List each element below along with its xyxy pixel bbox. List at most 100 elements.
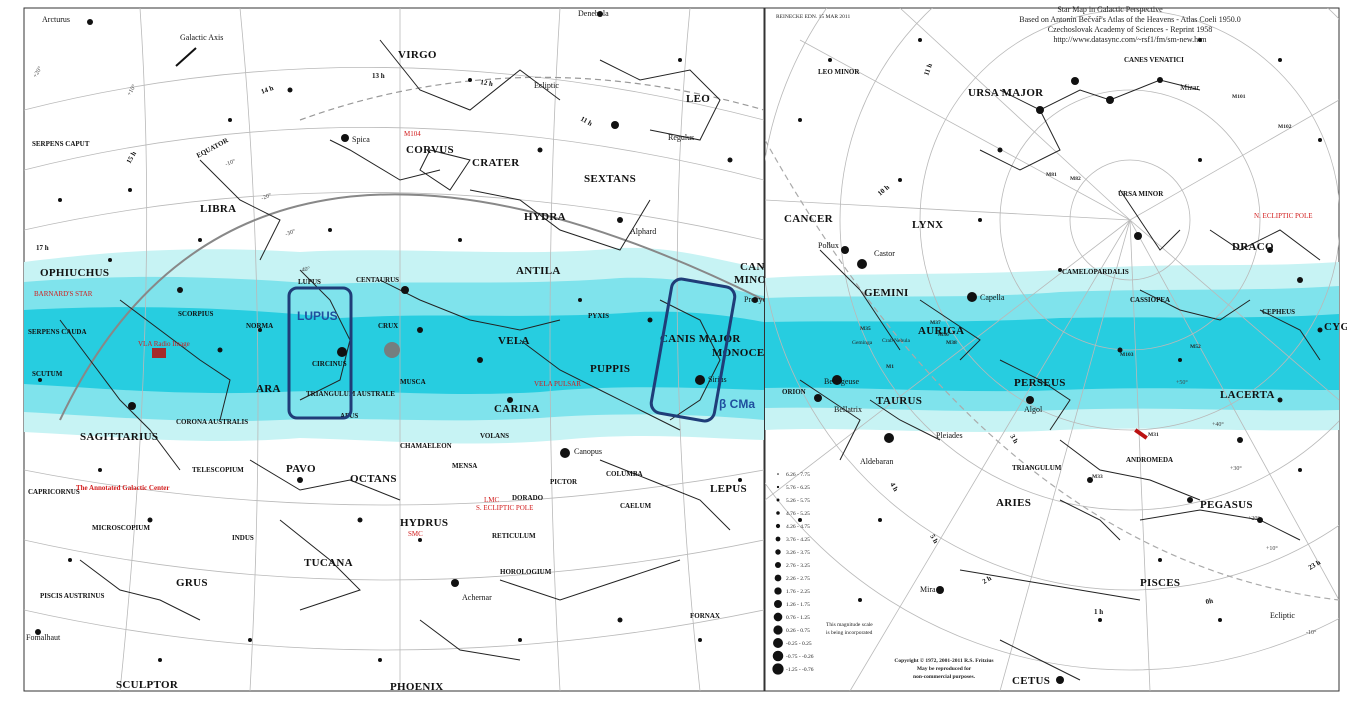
hour-3h-right: 3 h [1008, 433, 1020, 445]
hour-5h-right: 5 h [928, 533, 940, 545]
messier-m37: M37 [930, 320, 941, 326]
vela-pulsar-label: VELA PULSAR [534, 380, 581, 388]
label-cassiopea: CASSIOPEA [1130, 296, 1170, 304]
star-algol: Algol [1024, 405, 1043, 414]
magnitude-dot [774, 561, 782, 569]
star-fomalhaut: Fomalhaut [26, 633, 61, 642]
label-ursa-minor: URSA MINOR [1118, 190, 1164, 198]
lupus-highlight-box [287, 286, 353, 420]
magnitude-dot [773, 638, 783, 648]
annotations: LUPUS β CMa [287, 277, 755, 423]
messier-m103: M103 [1120, 352, 1134, 358]
label-capricornus: CAPRICORNUS [28, 488, 80, 496]
milky-way-core-right [765, 314, 1339, 392]
label-serpens-caput: SERPENS CAPUT [32, 140, 90, 148]
star-arcturus: Arcturus [42, 15, 70, 24]
messier-m52: M52 [1190, 344, 1201, 350]
label-taurus: TAURUS [876, 395, 922, 407]
coalsack-marker [384, 342, 400, 358]
left-constellation-lines [59, 39, 731, 661]
label-fornax: FORNAX [690, 612, 720, 620]
dec-minus10-right: -10° [1306, 629, 1317, 636]
canis-major-highlight-label: β CMa [719, 397, 755, 411]
left-map-panel: VIRGO CORVUS CRATER SEXTANS LEO HYDRA LI… [23, 7, 788, 693]
south-ecliptic-pole-label: S. ECLIPTIC POLE [476, 504, 533, 512]
messier-m31: M31 [1148, 432, 1159, 438]
label-sagittarius: SAGITTARIUS [80, 431, 158, 443]
magnitude-dot [774, 600, 782, 608]
hour-2h-right: 2 h [981, 574, 993, 586]
star-spica: Spica [352, 135, 370, 144]
right-notes: Ecliptic N. ECLIPTIC POLE This magnitude… [826, 212, 1313, 680]
label-scutum: SCUTUM [32, 370, 63, 378]
star-betelgeuse: Betelgeuse [824, 377, 860, 386]
magnitude-range-label: 2.76 - 3.25 [786, 563, 810, 569]
magnitude-range-label: 3.76 - 4.25 [786, 537, 810, 543]
canis-major-highlight-box [649, 277, 737, 423]
label-sculptor: SCULPTOR [116, 679, 179, 691]
label-piscis-austrinus: PISCIS AUSTRINUS [40, 592, 104, 600]
ecliptic-line [299, 76, 764, 121]
messier-m36: M36 [938, 332, 949, 338]
label-puppis: PUPPIS [590, 363, 630, 375]
label-norma: NORMA [246, 322, 273, 330]
m31-marker [1134, 428, 1148, 440]
hour-1h-right: 1 h [1094, 608, 1103, 616]
label-perseus: PERSEUS [1014, 377, 1066, 389]
label-pegasus: PEGASUS [1200, 499, 1253, 511]
label-serpens-cauda: SERPENS CAUDA [28, 328, 87, 336]
magnitude-range-label: 2.26 - 2.75 [786, 576, 810, 582]
star-crab-nebula: Crab Nebula [882, 338, 911, 344]
header-line-4: http://www.datasync.com/~rsf1/fm/sm-new.… [1053, 35, 1207, 44]
messier-m35: M35 [860, 326, 871, 332]
label-columba: COLUMBA [606, 470, 643, 478]
label-lacerta: LACERTA [1220, 389, 1275, 401]
label-chamaeleon: CHAMAELEON [400, 442, 452, 450]
label-ophiuchus: OPHIUCHUS [40, 267, 109, 279]
label-pictor: PICTOR [550, 478, 578, 486]
hour-11h-right: 11 h [922, 62, 934, 76]
label-scorpius: SCORPIUS [178, 310, 214, 318]
magnitude-dot [775, 536, 781, 542]
star-castor: Castor [874, 249, 895, 258]
magnitude-range-label: 4.76 - 5.25 [786, 511, 810, 517]
right-map-panel: REINECKE EDN. 15 MAR 2011 Star Map in Ga… [764, 5, 1347, 692]
ecliptic-label-left: Ecliptic [534, 81, 559, 90]
magnitude-range-label: -0.75 - -0.26 [786, 654, 814, 660]
label-pisces: PISCES [1140, 577, 1180, 589]
magnitude-range-label: 6.26 - 7.75 [786, 472, 810, 478]
hour-0h-right: 0h [1205, 597, 1214, 606]
dec-minus40: -40° [299, 265, 311, 274]
label-reticulum: RETICULUM [492, 532, 536, 540]
dec-plus20-right: +20° [1248, 515, 1260, 522]
galactic-axis-arrow [175, 47, 197, 67]
magnitude-dot [773, 612, 783, 622]
hour-13h: 13 h [372, 72, 385, 80]
magnitude-range-label: 5.26 - 5.75 [786, 498, 810, 504]
right-constellation-lines [799, 79, 1321, 681]
magnitude-dot [775, 523, 781, 529]
label-canes-venatici: CANES VENATICI [1124, 56, 1184, 64]
label-ursa-major: URSA MAJOR [968, 87, 1044, 99]
header-line-1: Star Map in Galactic Perspective [1057, 5, 1163, 14]
ecliptic-label-right: Ecliptic [1270, 611, 1295, 620]
label-crux: CRUX [378, 322, 398, 330]
star-denebola: Denebola [578, 9, 609, 18]
label-virgo: VIRGO [398, 49, 437, 61]
label-pavo: PAVO [286, 463, 316, 475]
map-header: REINECKE EDN. 15 MAR 2011 Star Map in Ga… [776, 5, 1241, 44]
right-coordinate-grid [765, 8, 1339, 691]
right-constellation-labels: CANES VENATICI LEO MINOR URSA MAJOR URSA… [782, 56, 1347, 687]
label-carina: CARINA [494, 403, 540, 415]
star-capella: Capella [980, 293, 1005, 302]
magnitude-dot [775, 549, 781, 555]
galactic-axis-label: Galactic Axis [180, 33, 223, 42]
magnitude-dot [773, 625, 783, 635]
label-andromeda: ANDROMEDA [1126, 456, 1173, 464]
label-centaurus: CENTAURUS [356, 276, 399, 284]
right-star-field [798, 38, 1323, 684]
label-mensa: MENSA [452, 462, 477, 470]
label-volans: VOLANS [480, 432, 509, 440]
label-phoenix: PHOENIX [390, 681, 443, 693]
